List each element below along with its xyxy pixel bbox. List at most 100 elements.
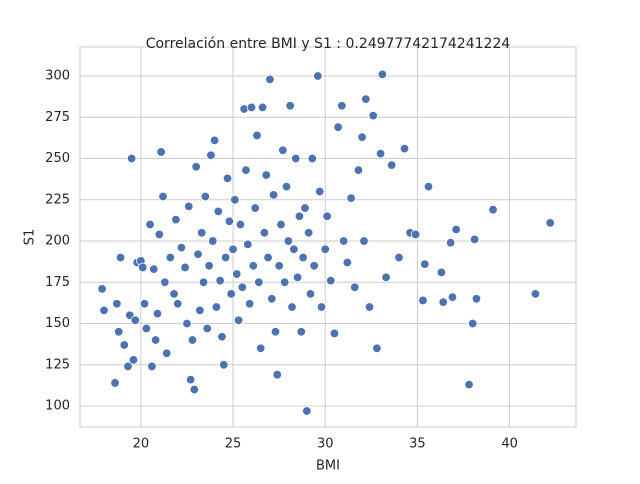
point <box>139 299 150 309</box>
point <box>248 261 259 271</box>
y-tick-label: 200 <box>45 234 70 249</box>
point <box>315 186 325 197</box>
point <box>97 284 107 294</box>
point <box>165 252 176 263</box>
point <box>182 318 192 329</box>
point <box>545 218 555 228</box>
chart-title: Correlación entre BMI y S1 : 0.249777421… <box>146 36 511 52</box>
point <box>530 289 541 299</box>
point <box>279 277 290 287</box>
y-tick-label: 275 <box>45 110 70 125</box>
point <box>189 384 200 395</box>
point <box>126 153 137 164</box>
point <box>161 348 172 358</box>
point <box>420 259 430 269</box>
point <box>438 297 448 307</box>
point <box>195 305 205 316</box>
point <box>469 234 480 245</box>
point <box>202 323 212 334</box>
y-tick-label: 225 <box>45 192 70 207</box>
point <box>350 282 360 292</box>
point <box>145 219 155 230</box>
point <box>222 173 233 184</box>
point <box>259 228 270 238</box>
point <box>333 122 343 132</box>
point <box>274 261 284 271</box>
point <box>359 236 369 246</box>
point <box>364 302 375 312</box>
point <box>220 252 231 263</box>
point <box>156 147 166 157</box>
point <box>361 94 371 104</box>
point <box>115 252 126 263</box>
point <box>215 275 225 286</box>
point <box>410 229 421 240</box>
point <box>368 110 378 121</box>
x-tick-label: 40 <box>501 437 518 452</box>
point <box>423 181 434 192</box>
point <box>141 323 152 334</box>
y-tick-label: 150 <box>45 316 70 331</box>
point <box>386 160 397 170</box>
point <box>185 374 196 385</box>
x-tick-label: 25 <box>225 437 242 452</box>
point <box>152 308 163 319</box>
point <box>353 165 364 175</box>
point <box>255 343 266 353</box>
point <box>243 239 253 250</box>
point <box>471 294 482 304</box>
point <box>219 360 229 370</box>
point <box>263 252 273 263</box>
point <box>187 335 198 345</box>
point <box>254 277 264 287</box>
point <box>488 204 498 215</box>
point <box>375 148 386 159</box>
point <box>464 379 474 390</box>
point <box>291 153 301 164</box>
point <box>198 277 209 287</box>
point <box>283 236 294 246</box>
point <box>110 378 120 388</box>
y-tick-label: 250 <box>45 151 70 166</box>
point <box>176 242 187 253</box>
y-tick-label: 175 <box>45 275 70 290</box>
point <box>265 74 275 85</box>
y-tick-label: 125 <box>45 357 70 372</box>
y-axis-label: S1 <box>23 229 38 246</box>
point <box>326 275 336 286</box>
point <box>445 237 456 248</box>
point <box>346 193 356 203</box>
point <box>267 294 277 304</box>
point <box>158 191 168 202</box>
point <box>298 252 308 263</box>
point <box>206 150 216 160</box>
point <box>281 181 292 192</box>
point <box>436 267 447 278</box>
point <box>300 203 310 213</box>
point <box>237 282 247 292</box>
point <box>468 318 478 329</box>
point <box>329 328 340 339</box>
point <box>252 130 262 141</box>
point <box>213 206 223 217</box>
point <box>338 236 349 246</box>
point <box>204 261 214 271</box>
point <box>209 135 220 146</box>
point <box>184 201 194 212</box>
point <box>320 244 330 254</box>
point <box>296 327 306 337</box>
point <box>119 340 129 350</box>
point <box>303 228 314 238</box>
point <box>128 355 139 365</box>
point <box>250 203 260 213</box>
point <box>123 361 133 372</box>
point <box>230 195 240 205</box>
point <box>381 272 391 283</box>
point <box>244 299 255 309</box>
point <box>337 101 347 111</box>
point <box>276 219 286 230</box>
point <box>307 153 318 164</box>
point <box>394 252 404 263</box>
